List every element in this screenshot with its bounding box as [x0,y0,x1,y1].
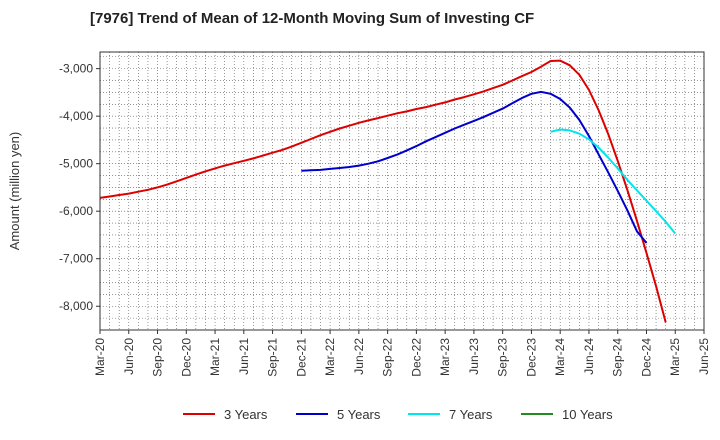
series-layer [99,59,676,323]
x-tick-label: Mar-24 [553,338,567,376]
plot-border [99,51,705,331]
plot-background [100,52,704,330]
y-tick-label: -3,000 [59,62,93,76]
x-tick-label: Mar-21 [208,338,222,376]
x-tick-label: Jun-25 [697,338,711,375]
x-tick-label: Mar-25 [668,338,682,376]
y-tick-label: -4,000 [59,109,93,123]
legend-label: 10 Years [562,407,613,422]
y-tick-label: -7,000 [59,252,93,266]
series-line-3-years [99,59,667,323]
x-tick-label: Dec-21 [294,338,308,377]
legend-label: 3 Years [224,407,268,422]
x-tick-label: Sep-21 [266,338,280,377]
x-tick-label: Jun-23 [467,338,481,375]
chart-title: [7976] Trend of Mean of 12-Month Moving … [90,10,535,27]
y-tick-label: -8,000 [59,299,93,313]
legend: 3 Years 5 Years 7 Years 10 Years [183,407,613,422]
x-tick-label: Mar-22 [323,338,337,376]
x-tick-label: Jun-21 [237,338,251,375]
x-axis: Mar-20 Jun-20 Sep-20 Dec-20 Mar-21 Jun-21 Sep-… [93,330,711,377]
x-tick-label: Sep-22 [381,338,395,377]
series-line-5-years [301,90,648,244]
y-axis: -3,000 -4,000 -5,000 -6,000 -7,000 -8,000 [59,62,100,313]
y-tick-label: -5,000 [59,157,93,171]
x-tick-label: Sep-24 [611,338,625,377]
legend-label: 7 Years [449,407,493,422]
x-tick-label: Dec-23 [524,338,538,377]
x-tick-label: Dec-24 [639,338,653,377]
x-tick-label: Sep-23 [496,338,510,377]
x-tick-label: Jun-20 [122,338,136,375]
x-tick-label: Dec-22 [409,338,423,377]
x-tick-label: Jun-22 [352,338,366,375]
legend-label: 5 Years [337,407,381,422]
x-tick-label: Dec-20 [179,338,193,377]
x-tick-label: Mar-20 [93,338,107,376]
y-tick-label: -6,000 [59,204,93,218]
y-axis-label: Amount (million yen) [7,132,22,251]
x-tick-label: Mar-23 [438,338,452,376]
x-tick-label: Sep-20 [151,338,165,377]
x-tick-label: Jun-24 [582,338,596,375]
series-line-7-years [550,128,676,235]
